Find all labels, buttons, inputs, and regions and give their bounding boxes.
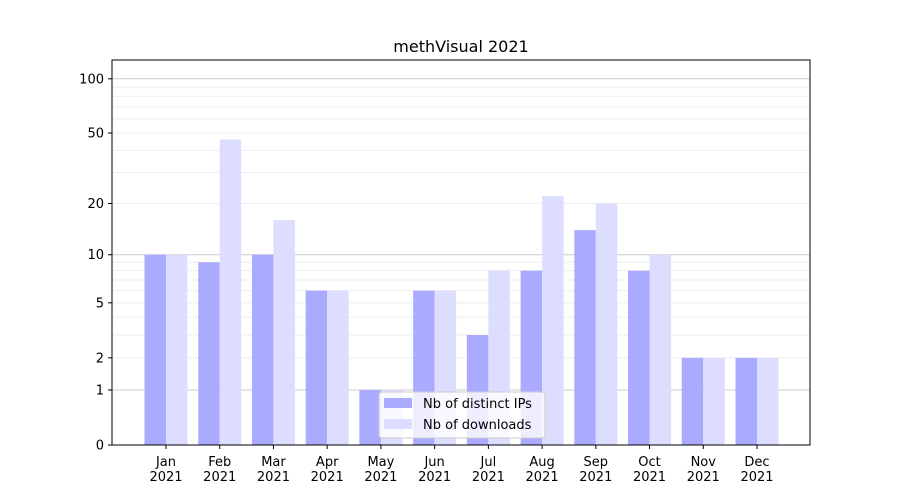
chart-title: methVisual 2021	[393, 37, 528, 56]
y-tick-label: 10	[87, 248, 104, 263]
bar-downloads	[649, 254, 672, 445]
x-tick-label: May 2021	[364, 455, 397, 485]
y-tick-label: 20	[87, 197, 104, 212]
bar-downloads	[166, 254, 188, 445]
y-tick-label: 0	[96, 439, 104, 454]
x-tick-label: Jun 2021	[418, 455, 451, 485]
y-tick-label: 5	[96, 296, 104, 311]
x-tick-label: Mar 2021	[257, 455, 290, 485]
bar-downloads	[219, 139, 242, 445]
y-tick-label: 50	[87, 127, 104, 142]
bar-downloads	[327, 290, 349, 445]
bar-downloads	[595, 203, 618, 445]
x-tick-label: Apr 2021	[311, 455, 344, 485]
bar-distinct-ips	[574, 230, 596, 445]
y-tick-label: 2	[96, 351, 104, 366]
bar-downloads	[703, 357, 725, 445]
legend-label-downloads: Nb of downloads	[423, 418, 532, 433]
x-tick-label: Jul 2021	[472, 455, 505, 485]
bar-distinct-ips	[359, 390, 381, 445]
y-tick-label: 1	[96, 384, 104, 399]
legend-label-ips: Nb of distinct IPs	[423, 397, 532, 412]
legend-box	[378, 391, 546, 439]
bar-downloads	[757, 357, 779, 445]
plot-frame	[111, 59, 811, 446]
bar-distinct-ips	[251, 254, 274, 445]
bar-downloads	[273, 220, 295, 445]
bar-distinct-ips	[144, 254, 166, 445]
x-tick-label: Dec 2021	[740, 455, 773, 485]
x-axis: Jan 2021 Feb 2021 Mar 2021 Apr 2021 May 2021 Jun 20…	[149, 445, 774, 485]
y-tick-label: 100	[79, 72, 104, 87]
bar-distinct-ips	[735, 357, 757, 445]
legend-swatch-ips	[384, 398, 412, 408]
x-tick-label: Oct 2021	[633, 455, 666, 485]
legend-swatch-downloads	[384, 419, 412, 429]
legend: Nb of distinct IPs Nb of downloads	[378, 391, 546, 439]
bar-distinct-ips	[628, 270, 650, 445]
bar-downloads	[542, 196, 564, 445]
x-tick-label: Jan 2021	[149, 455, 182, 485]
bar-distinct-ips	[198, 262, 220, 445]
x-tick-label: Nov 2021	[687, 455, 720, 485]
x-tick-label: Feb 2021	[203, 455, 236, 485]
x-tick-label: Sep 2021	[579, 455, 612, 485]
y-axis: 0 1 2 5 10 20 50 100	[79, 72, 112, 454]
x-tick-label: Aug 2021	[526, 455, 559, 485]
bar-distinct-ips	[681, 357, 704, 445]
bar-distinct-ips	[305, 290, 328, 445]
